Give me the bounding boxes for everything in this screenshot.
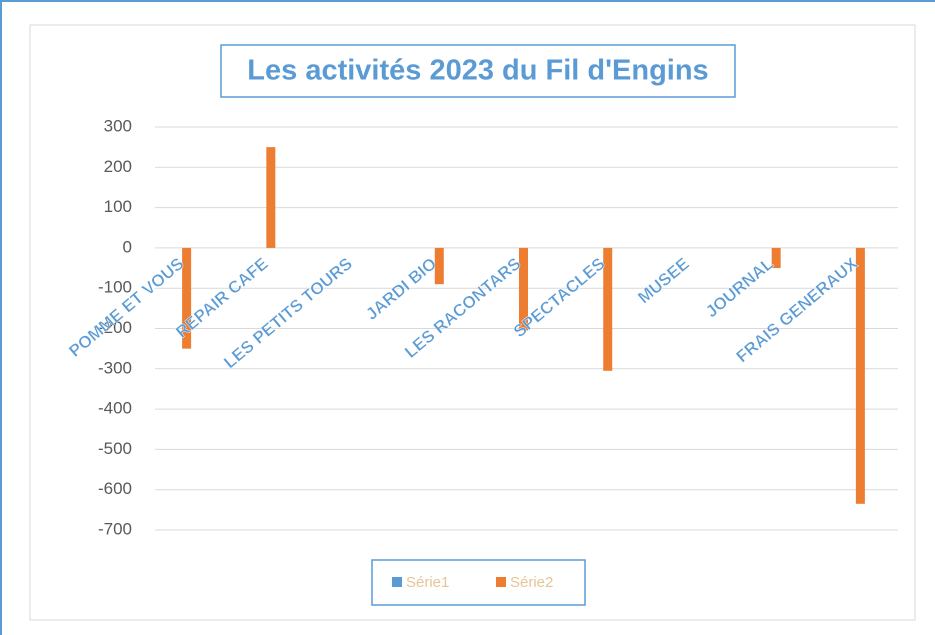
chart-title: Les activités 2023 du Fil d'Engins	[247, 55, 708, 87]
bar	[519, 247, 528, 331]
legend-swatch	[392, 577, 402, 587]
bar	[603, 247, 613, 371]
y-tick-label: -100	[98, 278, 132, 297]
bar	[771, 247, 781, 269]
y-tick-label: 0	[123, 237, 132, 256]
y-tick-label: -600	[98, 479, 132, 498]
y-tick-label: -700	[98, 519, 132, 538]
y-tick-label: -300	[98, 358, 132, 377]
bar	[855, 247, 865, 504]
chart-area	[29, 24, 916, 621]
bar	[182, 247, 192, 349]
y-tick-label: 200	[104, 157, 132, 176]
y-tick-label: -500	[98, 439, 132, 458]
legend-label: Série2	[510, 574, 553, 591]
y-tick-label: -400	[98, 399, 132, 418]
legend-box	[371, 559, 586, 606]
y-tick-label: -200	[98, 318, 132, 337]
legend: Série1 Série2	[392, 574, 553, 591]
bar	[266, 147, 276, 248]
legend-label: Série1	[406, 574, 449, 591]
y-tick-label: 300	[104, 116, 132, 135]
title-box	[220, 44, 736, 98]
bars	[182, 147, 865, 504]
bar	[434, 247, 444, 285]
legend-swatch	[496, 577, 506, 587]
y-tick-label: 100	[104, 197, 132, 216]
